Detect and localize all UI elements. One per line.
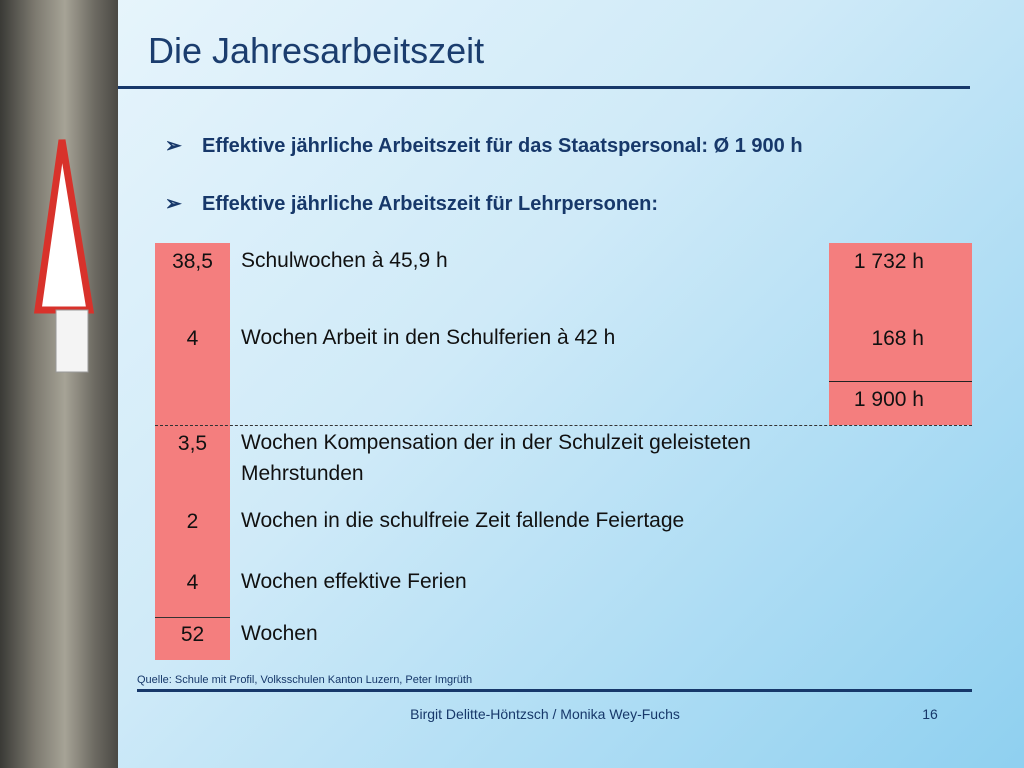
- page-number: 16: [922, 706, 938, 722]
- dashed-line: [155, 425, 972, 426]
- cell-text: Schulwochen à 45,9 h: [241, 249, 448, 272]
- bullet: ➢ Effektive jährliche Arbeitszeit für das…: [165, 135, 803, 157]
- cell-text: Wochen in die schulfreie Zeit fallende F…: [241, 509, 685, 532]
- row-line: [155, 617, 230, 618]
- hours-column: [829, 243, 972, 425]
- cell-hours: 1 900 h: [853, 388, 924, 411]
- photo-decoration: [33, 139, 95, 373]
- title-rule: [118, 86, 970, 89]
- cell-text: Wochen Arbeit in den Schulferien à 42 h: [241, 326, 616, 349]
- footer-authors: Birgit Delitte-Höntzsch / Monika Wey-Fuc…: [410, 706, 680, 722]
- source: Quelle: Schule mit Profil, Volksschulen …: [137, 674, 473, 686]
- title: Die Jahresarbeitszeit: [148, 30, 485, 71]
- cell-count: 4: [186, 571, 199, 594]
- cell-count: 2: [186, 510, 199, 533]
- cell-count: 52: [180, 623, 205, 646]
- count-column: [155, 243, 230, 660]
- cell-count: 4: [186, 327, 199, 350]
- sum-line: [829, 381, 972, 382]
- cell-hours: 168 h: [871, 327, 924, 350]
- cell-count: 3,5: [177, 432, 208, 455]
- photo: [0, 0, 118, 768]
- bullet: ➢ Effektive jährliche Arbeitszeit für Leh…: [165, 193, 659, 215]
- cell-text: Wochen effektive Ferien: [241, 570, 467, 593]
- cell-hours: 1 732 h: [853, 250, 924, 273]
- footer-rule: [137, 689, 972, 692]
- cell-text: Wochen: [241, 622, 318, 645]
- cell-count: 38,5: [172, 250, 213, 273]
- cell-text: Wochen Kompensation der in der Schulzeit…: [241, 431, 751, 485]
